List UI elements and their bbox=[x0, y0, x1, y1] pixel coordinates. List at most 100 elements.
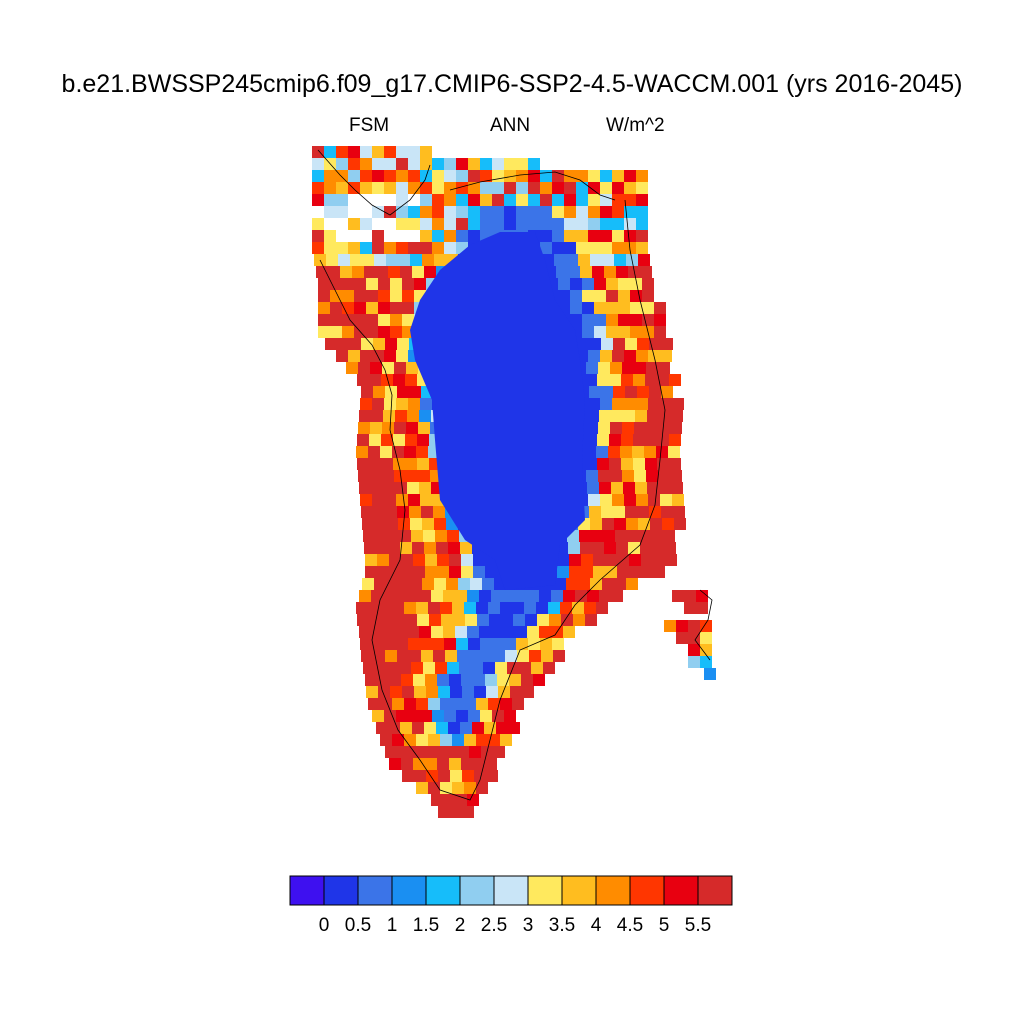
map-cell bbox=[575, 590, 587, 602]
colorbar-tick-label: 2.5 bbox=[481, 915, 507, 936]
map-cell bbox=[387, 530, 399, 542]
map-cell bbox=[626, 578, 638, 590]
map-cell bbox=[432, 194, 444, 206]
map-cell bbox=[585, 434, 597, 446]
map-cell bbox=[553, 650, 565, 662]
map-cell bbox=[552, 242, 564, 254]
map-cell bbox=[498, 686, 510, 698]
map-cell bbox=[318, 290, 330, 302]
map-cell bbox=[594, 326, 606, 338]
map-cell bbox=[600, 398, 612, 410]
map-cell bbox=[580, 266, 592, 278]
map-cell bbox=[634, 422, 646, 434]
map-cell bbox=[600, 218, 612, 230]
map-cell bbox=[623, 482, 635, 494]
coastline bbox=[449, 171, 616, 201]
map-cell bbox=[587, 410, 599, 422]
map-cell bbox=[621, 434, 633, 446]
map-cell bbox=[432, 170, 444, 182]
map-cell bbox=[623, 410, 635, 422]
map-cell bbox=[366, 314, 378, 326]
map-cell bbox=[624, 182, 636, 194]
map-cell bbox=[440, 734, 452, 746]
map-cell bbox=[438, 686, 450, 698]
map-cell bbox=[432, 218, 444, 230]
map-cell bbox=[360, 182, 372, 194]
map-cell bbox=[348, 218, 360, 230]
map-cell bbox=[594, 302, 606, 314]
map-cell bbox=[413, 554, 425, 566]
map-cell bbox=[558, 278, 570, 290]
map-cell bbox=[373, 506, 385, 518]
map-cell bbox=[369, 614, 381, 626]
map-cell bbox=[582, 278, 594, 290]
map-cell bbox=[510, 686, 522, 698]
map-cell bbox=[416, 734, 428, 746]
map-cell bbox=[524, 602, 536, 614]
map-cell bbox=[512, 602, 524, 614]
map-cell bbox=[587, 590, 599, 602]
map-cell bbox=[537, 614, 549, 626]
map-cell bbox=[412, 722, 424, 734]
map-cell bbox=[366, 290, 378, 302]
map-cell bbox=[384, 194, 396, 206]
map-cell bbox=[566, 578, 578, 590]
map-cell bbox=[468, 158, 480, 170]
map-cell bbox=[618, 326, 630, 338]
map-cell bbox=[452, 782, 464, 794]
map-cell bbox=[388, 266, 400, 278]
map-cell bbox=[476, 734, 488, 746]
map-cell bbox=[629, 554, 641, 566]
map-cell bbox=[418, 470, 430, 482]
map-cell bbox=[636, 494, 648, 506]
map-cell bbox=[417, 434, 429, 446]
map-cell bbox=[492, 638, 504, 650]
map-cell bbox=[372, 146, 384, 158]
map-cell bbox=[408, 230, 420, 242]
map-cell bbox=[393, 374, 405, 386]
map-cell bbox=[661, 386, 673, 398]
map-cell bbox=[396, 350, 408, 362]
coastline bbox=[319, 199, 666, 801]
map-cell bbox=[570, 302, 582, 314]
map-cell bbox=[516, 218, 528, 230]
map-cell bbox=[324, 242, 336, 254]
map-cell bbox=[384, 170, 396, 182]
map-cell bbox=[438, 806, 450, 818]
map-cell bbox=[605, 554, 617, 566]
map-cell bbox=[529, 650, 541, 662]
map-cell bbox=[385, 746, 397, 758]
map-cell bbox=[633, 434, 645, 446]
map-cell bbox=[381, 614, 393, 626]
map-cell bbox=[447, 662, 459, 674]
map-cell bbox=[446, 578, 458, 590]
map-cell bbox=[458, 578, 470, 590]
map-cell bbox=[372, 194, 384, 206]
map-cell bbox=[624, 206, 636, 218]
map-cell bbox=[636, 230, 648, 242]
map-cell bbox=[634, 362, 646, 374]
map-cell bbox=[365, 566, 377, 578]
map-cell bbox=[376, 266, 388, 278]
map-cell bbox=[597, 374, 609, 386]
map-cell bbox=[576, 218, 588, 230]
map-cell bbox=[437, 554, 449, 566]
map-cell bbox=[596, 446, 608, 458]
map-cell bbox=[398, 254, 410, 266]
map-cell bbox=[554, 254, 566, 266]
map-cell bbox=[357, 458, 369, 470]
map-cell bbox=[516, 158, 528, 170]
map-cell bbox=[528, 218, 540, 230]
map-cell bbox=[404, 734, 416, 746]
map-cell bbox=[381, 374, 393, 386]
map-cell bbox=[618, 314, 630, 326]
map-cell bbox=[531, 662, 543, 674]
map-cell bbox=[349, 338, 361, 350]
map-cell bbox=[362, 254, 374, 266]
map-cell bbox=[360, 242, 372, 254]
map-cell bbox=[408, 638, 420, 650]
map-cell bbox=[377, 566, 389, 578]
map-cell bbox=[552, 638, 564, 650]
map-cell bbox=[645, 434, 657, 446]
map-cell bbox=[432, 638, 444, 650]
